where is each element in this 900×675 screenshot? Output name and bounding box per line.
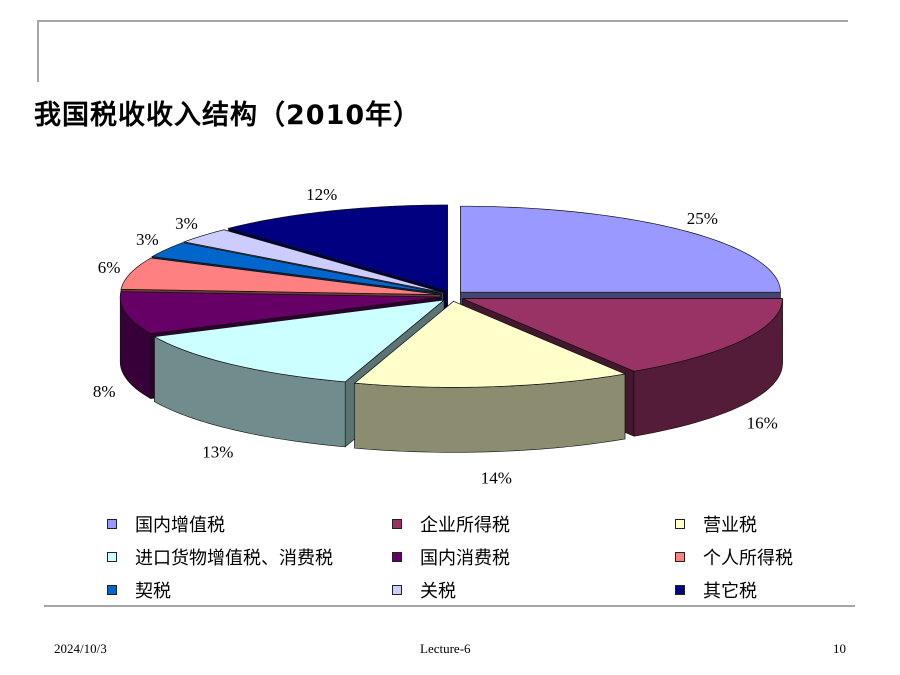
footer-separator [44,605,855,607]
data-label-2: 16% [747,414,778,433]
pie-slice-3 [353,300,627,388]
pie-slice-5 [119,291,441,334]
data-label-3: 14% [481,468,512,487]
data-label-8: 3% [175,214,198,233]
pie-slice-8 [182,229,444,293]
data-label-5: 8% [93,382,116,401]
data-label-6: 6% [98,258,121,277]
footer-date: 2024/10/3 [54,641,107,656]
pie-slice-2 [462,298,783,372]
pie-slice-4 [153,299,446,383]
pie-slice-7 [151,242,442,294]
footer-page-number: 10 [833,641,846,656]
pie-slice-6 [120,257,441,296]
slide-title: 我国税收收入结构（2010年） [34,100,422,131]
frame-left-line [37,20,39,82]
data-label-4: 13% [202,442,233,461]
data-label-7: 3% [136,230,159,249]
data-label-1: 25% [687,209,718,228]
footer-lecture: Lecture-6 [420,641,471,656]
pie-slice-1 [460,205,781,293]
data-label-9: 12% [306,185,337,204]
pie-slice-9 [227,204,448,292]
frame-top-line [38,20,848,22]
